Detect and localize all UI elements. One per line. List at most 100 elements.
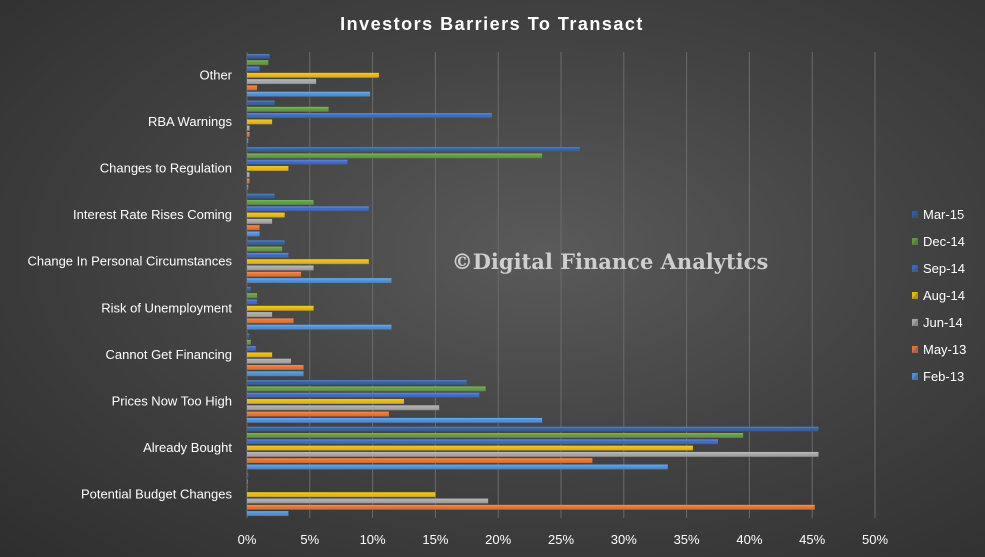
- x-tick-label: 5%: [300, 532, 319, 547]
- bar-shade: [247, 119, 273, 125]
- legend-label: Jun-14: [923, 315, 963, 330]
- bar-shade: [247, 100, 275, 106]
- x-tick-label: 30%: [611, 532, 637, 547]
- bar-shade: [247, 184, 249, 190]
- category-label: Already Bought: [143, 440, 232, 455]
- bar-shade: [247, 365, 304, 370]
- bar-shade: [247, 371, 304, 377]
- bar-shade: [247, 159, 348, 165]
- bar-shade: [247, 147, 580, 153]
- category-label: RBA Warnings: [148, 114, 233, 129]
- bar-shade: [247, 125, 250, 131]
- legend-label: Feb-13: [923, 369, 964, 384]
- bar-shade: [247, 79, 317, 85]
- bar-shade: [247, 138, 249, 144]
- bar-shade: [247, 66, 260, 72]
- category-label: Risk of Unemployment: [101, 300, 232, 315]
- bar-shade: [247, 358, 291, 364]
- x-tick-label: 50%: [862, 532, 888, 547]
- legend-label: Sep-14: [923, 261, 965, 276]
- bar-shade: [247, 458, 593, 464]
- bar-shade: [247, 426, 819, 432]
- x-tick-label: 45%: [799, 532, 825, 547]
- bar-shade: [247, 333, 250, 339]
- bar-shade: [247, 271, 302, 277]
- category-label: Interest Rate Rises Coming: [73, 207, 232, 222]
- bar-shade: [247, 206, 369, 212]
- legend-label: May-13: [923, 342, 966, 357]
- bar-shade: [247, 178, 250, 184]
- category-label: Potential Budget Changes: [81, 487, 233, 502]
- bar-shade: [247, 132, 250, 137]
- bar-shade: [247, 498, 489, 504]
- legend-swatch-shadow-icon: [912, 373, 918, 380]
- bar-shade: [247, 212, 285, 218]
- x-tick-label: 40%: [736, 532, 762, 547]
- category-label: Prices Now Too High: [112, 394, 232, 409]
- x-tick-label: 25%: [548, 532, 574, 547]
- x-tick-label: 35%: [674, 532, 700, 547]
- bar-shade: [247, 439, 718, 445]
- bar-shade: [247, 278, 392, 284]
- legend-label: Aug-14: [923, 288, 965, 303]
- bar-series: [247, 53, 819, 517]
- legend-swatch-shadow-icon: [912, 319, 918, 326]
- bar-shade: [247, 318, 294, 324]
- bar-shade: [247, 218, 273, 224]
- bar-shade: [247, 305, 314, 311]
- category-label: Other: [199, 67, 232, 82]
- bar-shade: [247, 106, 329, 112]
- bar-shade: [247, 479, 248, 485]
- bar-shade: [247, 485, 248, 491]
- bar-shade: [247, 85, 258, 91]
- x-tick-label: 15%: [422, 532, 448, 547]
- bar-shade: [247, 265, 314, 271]
- bar-shade: [247, 200, 314, 205]
- bar-shade: [247, 72, 379, 78]
- bar-shade: [247, 339, 251, 345]
- bar-shade: [247, 225, 260, 231]
- legend-label: Mar-15: [923, 207, 964, 222]
- bar-shade: [247, 405, 440, 411]
- bar-shade: [247, 231, 260, 237]
- legend-swatch-shadow-icon: [912, 292, 918, 299]
- bar-shade: [247, 492, 436, 498]
- category-label: Change In Personal Circumstances: [28, 254, 233, 269]
- chart-title: Investors Barriers To Transact: [340, 14, 644, 34]
- bar-shade: [247, 252, 289, 258]
- bar-shade: [247, 246, 283, 252]
- bar-shade: [247, 91, 371, 97]
- bar-shade: [247, 473, 249, 479]
- bar-shade: [247, 451, 819, 457]
- bar-shade: [247, 172, 250, 178]
- bar-shade: [247, 445, 693, 451]
- bar-shade: [247, 324, 392, 330]
- legend-swatch-shadow-icon: [912, 211, 918, 218]
- legend-label: Dec-14: [923, 234, 965, 249]
- bar-shade: [247, 464, 668, 470]
- bar-shade: [247, 259, 369, 265]
- bar-shade: [247, 417, 543, 423]
- bar-shade: [247, 240, 285, 246]
- legend-swatch-shadow-icon: [912, 346, 918, 353]
- gridlines: [246, 52, 876, 518]
- bar-shade: [247, 286, 251, 292]
- bar-shade: [247, 511, 289, 517]
- x-tick-label: 20%: [485, 532, 511, 547]
- bar-shade: [247, 380, 467, 386]
- bar-shade: [247, 166, 289, 171]
- x-axis-ticks: 0% 5% 10% 15% 20% 25% 30% 35% 40% 45% 50%: [238, 532, 889, 547]
- bar-shade: [247, 386, 486, 392]
- bar-shade: [247, 352, 273, 358]
- bar-shade: [247, 392, 480, 398]
- bar-shade: [247, 346, 256, 352]
- bar-shade: [247, 399, 404, 404]
- legend-swatch-shadow-icon: [912, 238, 918, 245]
- bar-shade: [247, 504, 815, 510]
- bar-shade: [247, 299, 258, 305]
- x-tick-label: 0%: [238, 532, 257, 547]
- y-axis-categories: Other RBA Warnings Changes to Regulation In…: [28, 67, 233, 501]
- bar-shade: [247, 293, 258, 299]
- legend-swatch-shadow-icon: [912, 265, 918, 272]
